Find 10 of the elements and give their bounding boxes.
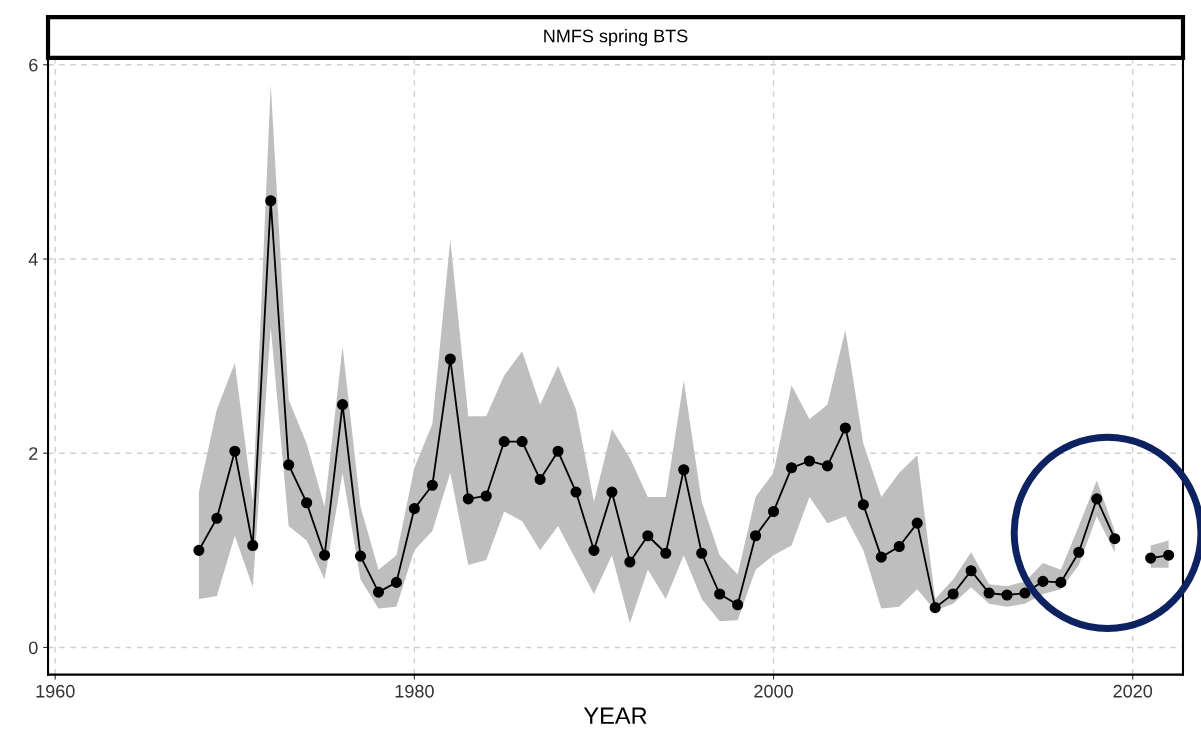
chart-title: NMFS spring BTS — [544, 29, 688, 46]
y-tick-label: 2 — [29, 447, 38, 460]
y-tick-label: 0 — [28, 641, 38, 655]
y-tick-label: 6 — [29, 58, 38, 72]
x-tick-label: 2020 — [1113, 684, 1153, 698]
x-tick-label: 1960 — [36, 684, 75, 698]
x-tick-label: 1980 — [395, 684, 434, 698]
y-tick-label: 4 — [28, 253, 38, 266]
x-axis-title: YEAR — [583, 707, 647, 724]
x-tick-label: 2000 — [754, 684, 793, 698]
